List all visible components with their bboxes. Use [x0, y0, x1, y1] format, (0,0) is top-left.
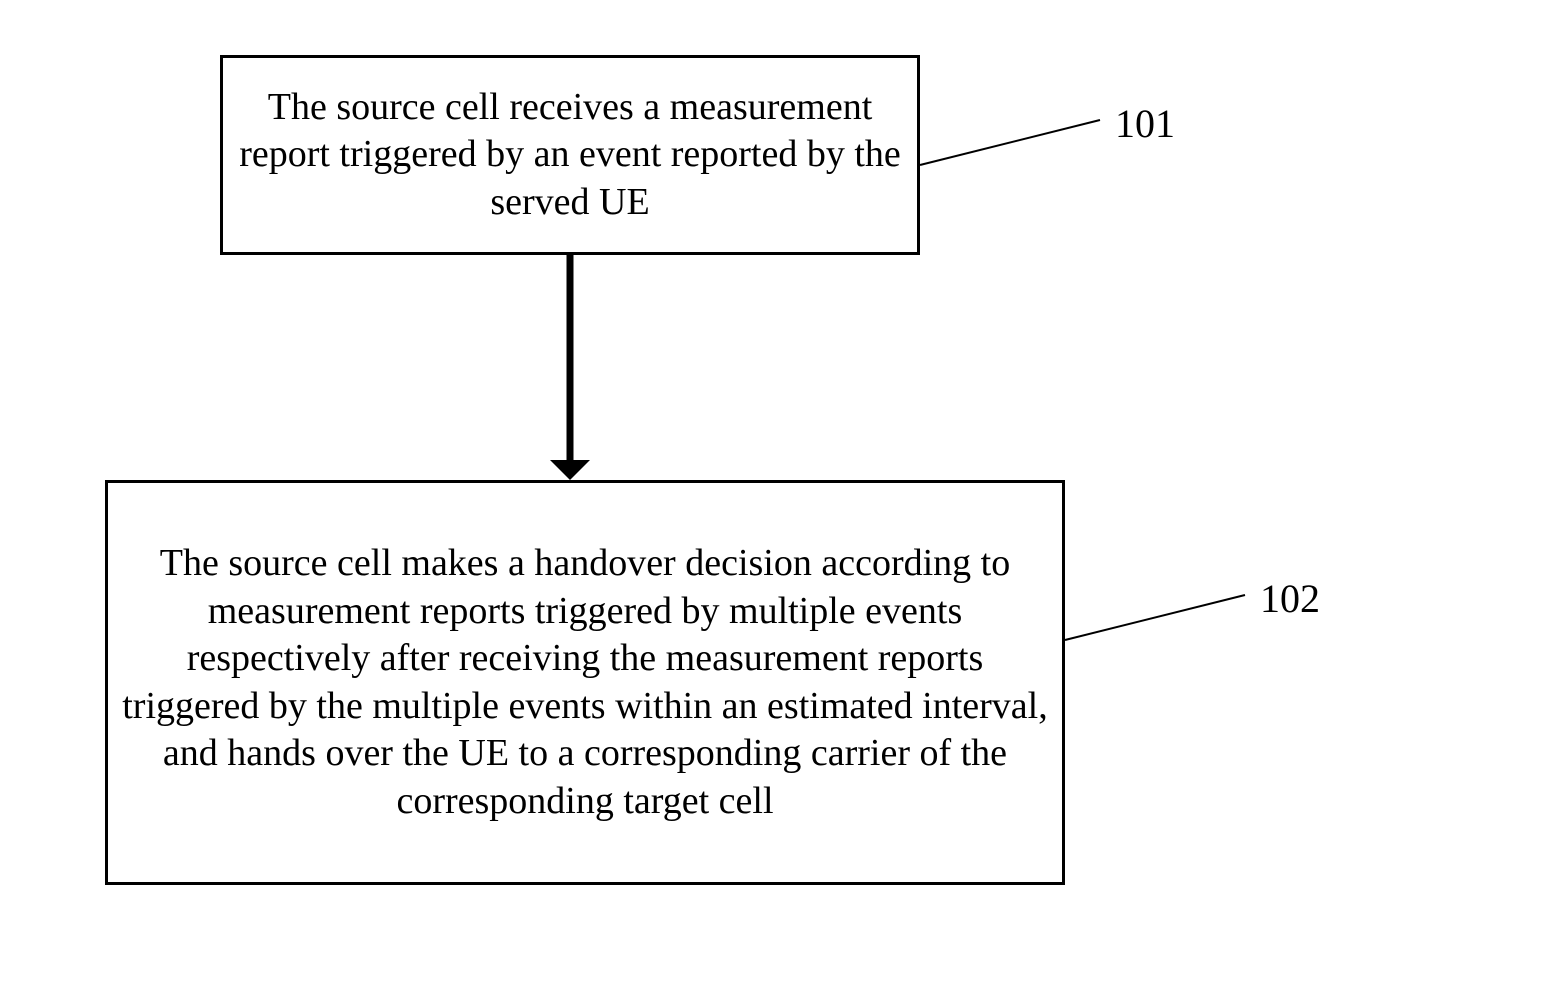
flowchart-edge-0-arrowhead: [550, 460, 590, 480]
flowchart-node-step101: The source cell receives a measurement r…: [220, 55, 920, 255]
label-leader-101-line: [920, 120, 1100, 165]
reference-label-102: 102: [1260, 575, 1320, 622]
flowchart-node-step102-text: The source cell makes a handover decisio…: [108, 540, 1062, 825]
flowchart-canvas: The source cell receives a measurement r…: [0, 0, 1550, 1006]
flowchart-edge-0: [550, 255, 590, 480]
label-leader-101: [920, 120, 1100, 165]
reference-label-101: 101: [1115, 100, 1175, 147]
label-leader-102: [1065, 595, 1245, 640]
flowchart-node-step101-text: The source cell receives a measurement r…: [223, 84, 917, 227]
label-leader-102-line: [1065, 595, 1245, 640]
flowchart-node-step102: The source cell makes a handover decisio…: [105, 480, 1065, 885]
